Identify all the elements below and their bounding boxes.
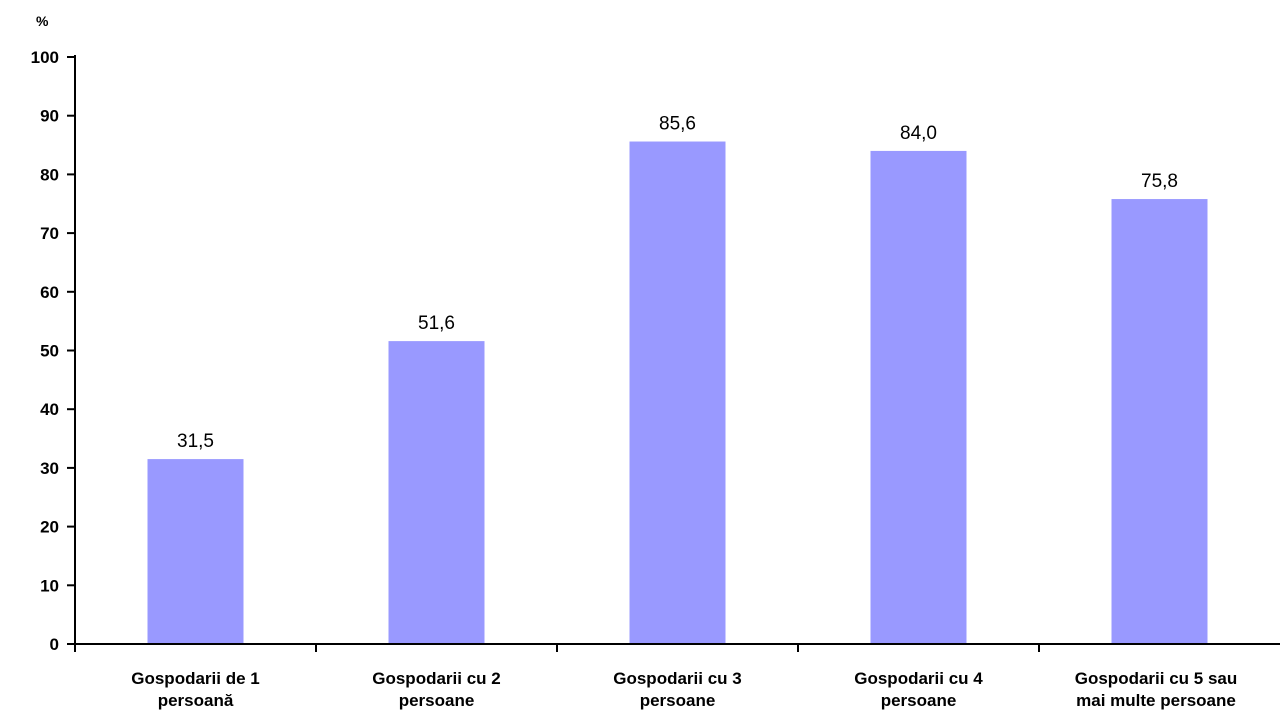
y-tick-label: 90 bbox=[40, 107, 59, 126]
y-axis-unit-label: % bbox=[36, 13, 49, 29]
x-axis: Gospodarii de 1 persoană Gospodarii cu 2 pe… bbox=[74, 643, 1280, 710]
bar bbox=[147, 459, 244, 644]
bar bbox=[388, 341, 485, 644]
bar-value-label: 51,6 bbox=[418, 313, 455, 334]
y-axis: 0 10 20 30 40 50 60 70 80 90 100 bbox=[31, 48, 76, 654]
y-tick-label: 80 bbox=[40, 165, 59, 184]
y-tick-label: 100 bbox=[31, 48, 59, 67]
bar bbox=[870, 150, 967, 645]
data-labels: 31,5 51,6 85,6 84,0 75,8 bbox=[177, 114, 1178, 453]
y-tick-label: 30 bbox=[40, 459, 59, 478]
bar-value-label: 85,6 bbox=[659, 114, 696, 135]
y-tick-label: 70 bbox=[40, 224, 59, 243]
bar-value-label: 31,5 bbox=[177, 431, 214, 452]
bar bbox=[1111, 199, 1208, 644]
bar-value-label: 84,0 bbox=[900, 123, 937, 144]
x-category-label: persoane bbox=[881, 691, 957, 710]
x-category-label: Gospodarii cu 4 bbox=[854, 669, 983, 688]
x-category-label: Gospodarii cu 5 sau bbox=[1075, 669, 1238, 688]
bar-value-label: 75,8 bbox=[1141, 171, 1178, 192]
x-category-label: mai multe persoane bbox=[1076, 691, 1236, 710]
x-category-label: persoane bbox=[399, 691, 475, 710]
y-tick-label: 10 bbox=[40, 576, 59, 595]
bars bbox=[147, 141, 1208, 645]
y-tick-label: 60 bbox=[40, 283, 59, 302]
y-tick-label: 0 bbox=[50, 635, 59, 654]
bar bbox=[629, 141, 726, 644]
x-category-label: Gospodarii cu 2 bbox=[372, 669, 500, 688]
y-tick-label: 20 bbox=[40, 518, 59, 537]
x-category-label: persoane bbox=[640, 691, 716, 710]
x-category-label: Gospodarii de 1 bbox=[131, 669, 259, 688]
y-tick-label: 40 bbox=[40, 400, 59, 419]
y-tick-label: 50 bbox=[40, 342, 59, 361]
x-category-label: persoană bbox=[158, 691, 234, 710]
x-category-label: Gospodarii cu 3 bbox=[613, 669, 741, 688]
